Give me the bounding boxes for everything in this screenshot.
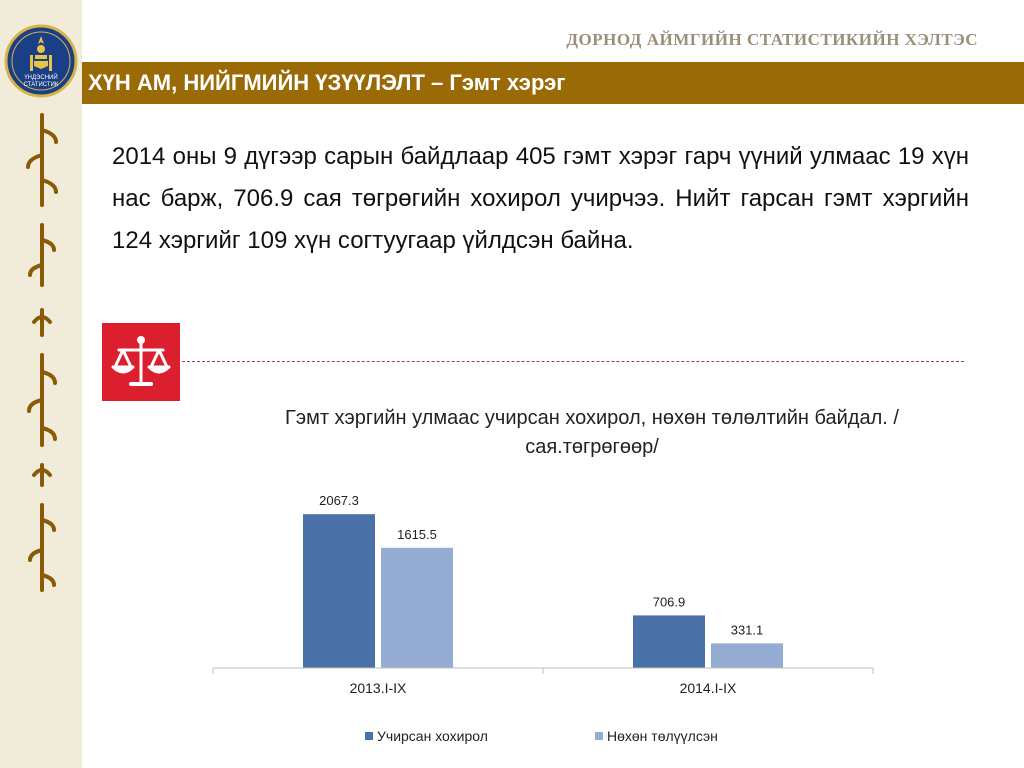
legend-label: Нөхөн төлүүлсэн xyxy=(607,728,718,744)
svg-text:СТАТИСТИК: СТАТИСТИК xyxy=(24,82,59,88)
bar-chart: 2067.3 1615.5 2013.I-IX 706.9 331.1 2014.I-IX… xyxy=(212,493,874,744)
category-label: 2013.I-IX xyxy=(350,680,407,696)
data-label: 706.9 xyxy=(653,594,686,609)
statistics-logo: ҮНДЭСНИЙ СТАТИСТИК xyxy=(4,22,78,100)
scales-icon xyxy=(102,323,180,401)
chart-title: Гэмт хэргийн улмаас учирсан хохирол, нөх… xyxy=(285,407,899,458)
bar-compensation xyxy=(381,547,453,668)
header-bar xyxy=(82,62,1024,104)
bar-damage xyxy=(633,615,705,668)
data-label: 2067.3 xyxy=(319,493,359,508)
svg-text:ҮНДЭСНИЙ: ҮНДЭСНИЙ xyxy=(24,73,57,81)
data-label: 331.1 xyxy=(731,622,764,637)
bar-damage xyxy=(303,514,375,668)
divider-dashed-line xyxy=(182,361,964,362)
left-decorative-strip: ҮНДЭСНИЙ СТАТИСТИК xyxy=(0,0,82,768)
page-title: ХҮН АМ, НИЙГМИЙН ҮЗҮҮЛЭЛТ – Гэмт хэрэг xyxy=(88,70,566,95)
legend-label: Учирсан хохирол xyxy=(377,728,488,744)
legend-swatch xyxy=(365,732,373,740)
agency-name: ДОРНОД АЙМГИЙН СТАТИСТИКИЙН ХЭЛТЭС xyxy=(566,30,978,49)
category-label: 2014.I-IX xyxy=(680,680,737,696)
mongolian-script-decoration xyxy=(26,113,58,592)
legend-swatch xyxy=(595,732,603,740)
bar-compensation xyxy=(711,643,783,668)
data-label: 1615.5 xyxy=(397,527,437,542)
summary-paragraph: 2014 оны 9 дүгээр сарын байдлаар 405 гэм… xyxy=(112,143,969,254)
